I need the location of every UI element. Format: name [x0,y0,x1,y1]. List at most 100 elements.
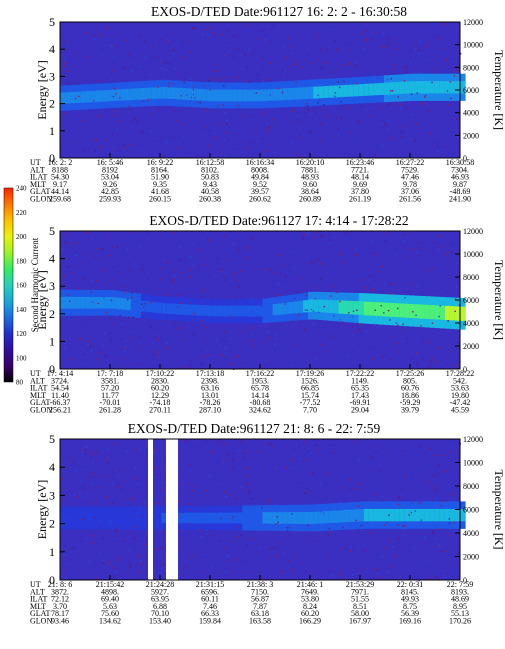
noise-speck [291,513,293,515]
band-core [409,508,415,522]
noise-speck [340,78,342,81]
band-core [338,300,345,314]
noise-speck [196,101,199,103]
noise-speck [450,534,452,537]
noise-speck [418,579,420,582]
band-core [297,87,304,100]
band-core [100,512,107,524]
noise-speck [165,261,168,263]
noise-speck [388,277,390,279]
noise-speck [455,118,458,120]
noise-speck [144,56,147,58]
noise-speck [441,454,444,456]
band-core [424,508,431,522]
ephemeris-cell: 7971. [351,587,369,596]
noise-speck [193,85,195,88]
noise-speck [436,141,438,143]
noise-speck [277,283,280,286]
noise-speck [103,559,105,562]
noise-speck [435,527,438,529]
noise-speck [422,357,424,359]
ephemeris-cell: -80.68 [250,398,271,407]
noise-speck [445,573,448,575]
noise-speck [79,480,81,482]
noise-speck [248,483,250,485]
ephemeris-cell: 270.11 [149,406,171,415]
noise-speck [153,449,156,451]
ephemeris-cell: 8.24 [303,602,317,611]
noise-speck [371,289,374,292]
noise-speck [68,40,70,43]
band-core [80,91,86,103]
noise-speck [130,566,132,568]
noise-speck [88,55,90,57]
ephemeris-cell: 39.79 [401,406,419,415]
noise-speck [152,561,155,564]
noise-speck [333,337,335,340]
noise-speck [94,139,96,142]
band-core [373,508,380,522]
noise-speck [416,363,418,365]
noise-speck [108,563,110,565]
band-core [308,511,314,524]
noise-speck [275,334,278,336]
noise-speck [372,143,375,145]
noise-speck [95,452,98,454]
noise-speck [75,470,77,472]
noise-speck [452,492,454,495]
noise-speck [134,118,136,120]
noise-speck [237,105,239,107]
noise-speck [352,316,354,318]
band-core [419,508,426,522]
band-core [262,305,269,317]
noise-speck [265,360,268,362]
noise-speck [124,291,126,294]
noise-speck [351,332,353,334]
band-core [110,297,117,309]
noise-speck [397,96,399,98]
y2-tick-label: 4000 [463,529,479,538]
noise-speck [93,502,95,505]
noise-speck [179,259,181,261]
noise-speck [206,28,208,31]
noise-speck [130,303,133,306]
noise-speck [100,519,102,522]
band-core [85,296,91,309]
noise-speck [101,248,104,250]
ephemeris-row-label: GLON [30,617,52,626]
band-core [186,304,193,316]
noise-speck [372,252,374,254]
noise-speck [312,310,315,312]
noise-speck [214,132,216,134]
band-core [308,299,314,312]
noise-speck [349,550,352,553]
noise-speck [103,296,105,299]
noise-speck [291,569,294,571]
noise-speck [198,528,201,530]
noise-speck [218,540,221,542]
noise-speck [442,47,444,49]
noise-speck [381,356,384,358]
noise-speck [318,449,320,451]
noise-speck [193,27,196,30]
y2-tick-label: 0 [463,154,467,163]
ephemeris-cell: 1953. [251,376,269,385]
band-core [439,508,446,522]
noise-speck [399,103,401,105]
noise-speck [205,533,207,535]
y-tick-label: 1 [49,124,55,138]
noise-speck [284,275,287,277]
ephemeris-cell: 9.17 [53,180,67,189]
y2-tick-label: 0 [463,365,467,374]
noise-speck [392,546,394,548]
noise-speck [375,31,377,33]
noise-speck [317,94,319,97]
noise-speck [447,274,449,276]
noise-speck [265,128,267,130]
noise-speck [100,257,103,259]
ephemeris-cell: 16:20:10 [296,158,324,167]
band-core [181,304,188,315]
data-gap [148,439,153,580]
noise-speck [130,108,132,111]
y2-axis-label: Temperature [K] [492,469,505,549]
